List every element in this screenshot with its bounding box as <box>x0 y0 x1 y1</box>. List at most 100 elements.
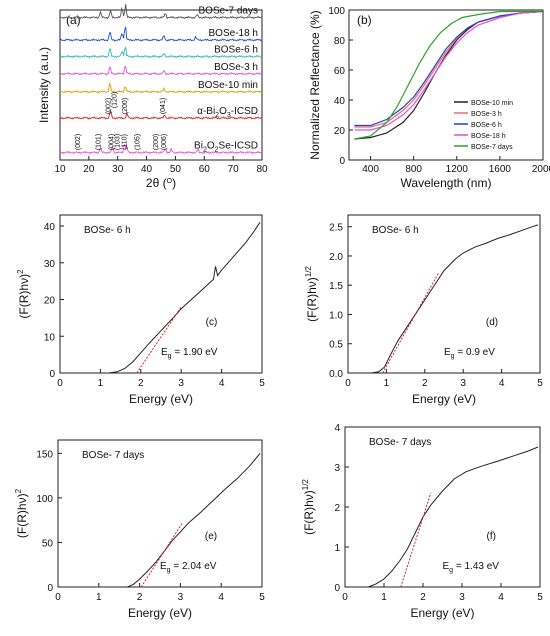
panel-d-ylabel-text: (F(R)hν) <box>305 277 319 322</box>
panel-e-frame <box>57 439 263 588</box>
legend-entry: BOSe-10 min <box>471 100 513 107</box>
panel-d-ylabel: (F(R)hν)1/2 <box>304 266 319 322</box>
hkl-label-bi2o2se: (103) <box>115 134 122 150</box>
hkl-label-alpha: (200) <box>122 98 129 114</box>
panel-b-xtick-label: 1600 <box>489 164 512 175</box>
panel-c-xtick-label: 2 <box>138 378 144 389</box>
xrd-label-part: Bi <box>194 141 203 152</box>
panel-c-linear-fit <box>136 306 182 374</box>
panel-f-xtick-label: 2 <box>420 592 426 603</box>
panel-c-sample-note: BOSe- 6 h <box>84 225 131 236</box>
panel-f-xtick-label: 3 <box>459 592 465 603</box>
panel-e-linear-fit <box>140 522 183 588</box>
panel-b-xlabel: Wavelength (nm) <box>401 176 492 190</box>
xrd-label-part: O <box>219 106 227 117</box>
panel-d-sample-note: BOSe- 6 h <box>372 225 419 236</box>
legend-entry: BOSe-7 days <box>471 144 513 151</box>
panel-b-tag: (b) <box>357 13 372 27</box>
panel-e-bandgap-E: E <box>160 561 167 572</box>
xrd-label-sub: 2 <box>203 147 207 154</box>
panel-c-xtick-label: 0 <box>57 378 63 389</box>
panel-a-xtick-label: 40 <box>141 164 153 175</box>
panel-e-ytick-label: 50 <box>42 538 54 549</box>
panel-c-frame <box>59 214 263 374</box>
panel-e-xtick-label: 0 <box>55 592 61 603</box>
panel-d-ytick-label: 1.0 <box>329 310 343 321</box>
hkl-label-bi2o2se: (101) <box>95 134 102 150</box>
panel-a-xlabel: 2θ (O) <box>146 176 176 190</box>
panel-b-frame <box>348 9 544 161</box>
hkl-label-alpha: (120) <box>111 92 118 108</box>
panel-d-ylabel-sup: 1/2 <box>304 266 313 278</box>
panel-d-xtick-label: 2 <box>422 378 428 389</box>
xrd-series-label: BOSe-18 h <box>209 28 258 39</box>
xrd-label-sub: 2 <box>215 112 219 119</box>
panel-b-xtick-label: 1200 <box>446 164 469 175</box>
panel-e-xtick-label: 2 <box>137 592 143 603</box>
reflectance-series-line <box>354 10 543 140</box>
reflectance-series-line <box>354 10 544 128</box>
panel-f-bandgap-sub: g <box>449 567 453 574</box>
panel-f-ytick-label: 4 <box>334 423 340 434</box>
panel-f-bandgap-value: = 1.43 eV <box>453 561 499 572</box>
panel-d-xtick-label: 4 <box>499 378 505 389</box>
panel-d-bandgap-sub: g <box>451 353 455 360</box>
panel-e-bandgap-value: = 2.04 eV <box>171 561 217 572</box>
panel-f-ytick-label: 1 <box>334 543 340 554</box>
panel-a-tag: (a) <box>66 13 81 27</box>
xrd-series-line <box>59 143 263 155</box>
panel-a-xtick-label: 70 <box>228 164 240 175</box>
panel-b-ytick-label: 80 <box>334 36 346 47</box>
xrd-label-part: -ICSD <box>231 106 258 117</box>
panel-e-ylabel: (F(R)hν)2 <box>14 488 29 538</box>
hkl-label-bi2o2se: (110) <box>121 134 128 150</box>
xrd-series-line <box>59 4 263 20</box>
panel-d-xtick-label: 1 <box>384 378 390 389</box>
panel-f-ytick-label: 0 <box>334 583 340 594</box>
hkl-label-alpha: (041) <box>160 98 167 114</box>
panel-f-bandgap-label: Eg = 1.43 eV <box>443 561 500 574</box>
panel-f-tauc-curve <box>368 446 539 588</box>
panel-a-xtick-label: 30 <box>112 164 124 175</box>
panel-f-linear-fit <box>400 492 432 588</box>
panel-b-xtick-label: 800 <box>405 164 422 175</box>
legend-entry: BOSe-3 h <box>471 111 502 118</box>
xrd-series-label: BOSe-6 h <box>214 45 258 56</box>
panel-f-ylabel-sup: 1/2 <box>301 479 310 491</box>
panel-f-xtick-label: 5 <box>537 592 543 603</box>
panel-a-xlabel-close: ) <box>172 176 176 190</box>
panel-e-tauc-curve <box>127 453 261 588</box>
panel-c-tauc-curve <box>108 222 261 374</box>
xrd-series-line <box>59 46 263 59</box>
panel-d-frame <box>347 214 541 374</box>
panel-c-xtick-label: 5 <box>259 378 265 389</box>
panel-c-ytick-label: 30 <box>44 259 56 270</box>
panel-e-xtick-label: 4 <box>218 592 224 603</box>
panel-d-bandgap-value: = 0.9 eV <box>455 347 496 358</box>
panel-c-ylabel-text: (F(R)hν) <box>17 274 31 319</box>
xrd-series-label: BOSe-7 days <box>199 6 258 17</box>
panel-a-xtick-label: 60 <box>199 164 211 175</box>
xrd-label-sub: 3 <box>227 112 231 119</box>
panel-c-ylabel-sup: 2 <box>16 269 25 274</box>
panel-c-ytick-label: 10 <box>44 332 56 343</box>
panel-a-ylabel: Intensity (a.u.) <box>37 47 51 123</box>
panel-c-tag: (c) <box>206 317 218 328</box>
panel-a-xlabel-text: 2θ ( <box>146 176 167 190</box>
panel-c-xtick-label: 1 <box>98 378 104 389</box>
panel-d-linear-fit <box>382 273 439 374</box>
panel-e-tag: (e) <box>205 531 217 542</box>
panel-a-xtick-label: 10 <box>54 164 66 175</box>
panel-f-xtick-label: 4 <box>498 592 504 603</box>
hkl-label-bi2o2se: (004) <box>108 134 115 150</box>
xrd-series-label: BOSe-10 min <box>198 80 258 91</box>
panel-a-frame <box>59 9 263 161</box>
panel-c-ytick-label: 40 <box>44 222 56 233</box>
hkl-label-bi2o2se: (105) <box>134 134 141 150</box>
panel-e-ylabel-text: (F(R)hν) <box>15 493 29 538</box>
panel-f-ytick-label: 2 <box>334 503 340 514</box>
panel-c-bandgap-sub: g <box>168 353 172 360</box>
panel-b-ytick-label: 60 <box>334 66 346 77</box>
panel-c-ytick-label: 20 <box>44 296 56 307</box>
panel-c-xtick-label: 4 <box>219 378 225 389</box>
